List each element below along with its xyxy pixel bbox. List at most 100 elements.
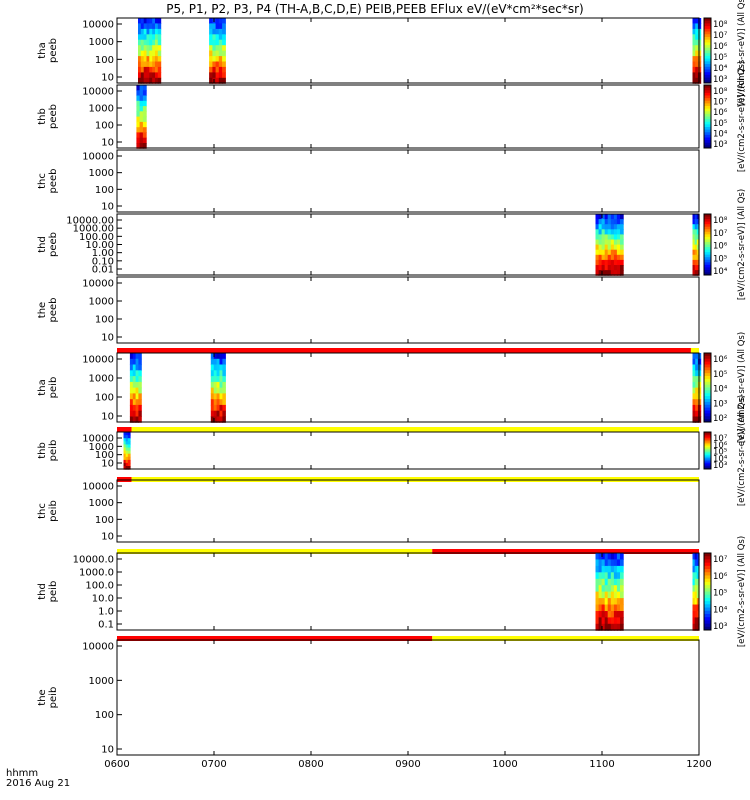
spectrogram-cell [219, 404, 223, 412]
spectrogram-cell [598, 234, 603, 241]
spectrogram-cell [610, 224, 615, 230]
spectrogram-cell [146, 34, 150, 41]
spectrogram-cell [604, 565, 609, 573]
spectrogram-cell [695, 399, 699, 406]
spectrogram-cell [607, 572, 612, 580]
y-axis-label: tha [37, 42, 48, 58]
colorbar-title: [eV/(cm2-s-sr-eV)] (All Qs) [737, 536, 747, 647]
spectrogram-cell [610, 559, 615, 567]
colorbar-segment [704, 61, 711, 65]
spectrogram-cell [215, 72, 220, 79]
colorbar-segment [704, 358, 711, 363]
panel-frame [116, 479, 700, 543]
spectrogram-cell [598, 585, 603, 593]
spectrogram-cell [607, 623, 612, 631]
spectrogram-cell [146, 39, 150, 46]
spectrogram-cell [209, 66, 213, 73]
spectrogram-cell [610, 234, 615, 241]
spectrogram-cell [222, 66, 226, 73]
spectrogram-cell [694, 585, 698, 593]
colorbar-segment [704, 116, 711, 120]
spectrogram-cell [139, 95, 144, 102]
spectrogram-cell [598, 265, 603, 271]
spectrogram-cell [694, 604, 698, 612]
spectrogram-cell [143, 66, 148, 73]
spectrogram-cell [136, 132, 141, 139]
spectrogram-cell [601, 598, 606, 606]
spectrogram-cell [135, 364, 139, 371]
spectrogram-cell [132, 399, 137, 406]
spectrogram-cell [692, 358, 696, 366]
spectrogram-cell [620, 234, 624, 241]
spectrogram-cell [696, 591, 700, 599]
spectrogram-cell [613, 239, 618, 246]
spectrogram-cell [155, 66, 159, 73]
spectrogram-cell [613, 598, 618, 606]
spectrogram-cell [610, 219, 615, 225]
colorbar-segment [704, 226, 711, 230]
colorbar-frame [703, 352, 712, 423]
spectrogram-cell [146, 66, 150, 73]
spectrogram-cell [210, 364, 215, 371]
spectrogram-cell [692, 56, 696, 63]
spectrogram-cell [222, 410, 226, 417]
spectrogram-cell [138, 77, 142, 84]
spectrogram-cell [219, 364, 223, 371]
spectrogram-cell [155, 50, 159, 57]
spectrogram-cell [692, 353, 696, 360]
colorbar-segment [704, 129, 711, 133]
spectrogram-cell [692, 572, 696, 580]
spectrogram-cell [222, 18, 226, 24]
spectrogram-cell [616, 559, 621, 567]
spectrogram-cell [142, 137, 147, 144]
colorbar-segment [704, 553, 711, 557]
spectrogram-cell [138, 404, 142, 412]
y-tick-label: 10 [101, 333, 114, 344]
colorbar-segment [704, 556, 711, 560]
spectrogram-cell [610, 578, 615, 586]
colorbar-segment [704, 264, 711, 268]
spectrogram-cell [136, 85, 141, 91]
spectrogram-cell [601, 219, 606, 225]
spectrogram-cell [604, 234, 609, 241]
spectrogram-cell [216, 404, 221, 412]
spectrogram-cell [616, 270, 621, 276]
spectrogram-cell [595, 578, 600, 586]
spectrogram-cell [616, 578, 621, 586]
colorbar-segment [704, 441, 711, 444]
colorbar-segment [704, 432, 711, 435]
spectrogram-cell [697, 399, 702, 406]
spectrogram-cell [692, 585, 696, 593]
colorbar-segment [704, 36, 711, 41]
colorbar-segment [704, 87, 711, 91]
y-axis-label: peib [48, 440, 59, 462]
colorbar-frame [703, 84, 712, 149]
spectrogram-cell [604, 254, 609, 261]
spectrogram-cell [607, 585, 612, 593]
colorbar-segment [704, 399, 711, 403]
spectrogram-cell [601, 617, 606, 625]
colorbar-segment [704, 234, 711, 238]
colorbar-segment [704, 439, 711, 442]
spectrogram-cell [129, 358, 134, 366]
y-tick-label: 10000.0 [73, 555, 114, 566]
spectrogram-cell [697, 381, 702, 389]
spectrogram-cell [152, 50, 156, 57]
spectrogram-cell [598, 565, 603, 573]
colorbar-frame [703, 17, 712, 84]
spectrogram-cell [132, 404, 137, 412]
spectrogram-cell [695, 404, 699, 412]
spectrogram-cell [146, 18, 150, 24]
spectrogram-cell [695, 358, 699, 366]
spectrogram-cell [216, 399, 221, 406]
spectrogram-cell [616, 244, 621, 251]
spectrogram-cell [610, 611, 615, 618]
spectrogram-cell [598, 553, 603, 560]
colorbar-segment [704, 588, 711, 592]
spectrogram-cell [610, 244, 615, 251]
spectrogram-cell [696, 224, 700, 230]
colorbar-segment [704, 34, 711, 38]
spectrogram-cell [598, 604, 603, 612]
spectrogram-cell [607, 611, 612, 618]
colorbar-segment [704, 578, 711, 583]
